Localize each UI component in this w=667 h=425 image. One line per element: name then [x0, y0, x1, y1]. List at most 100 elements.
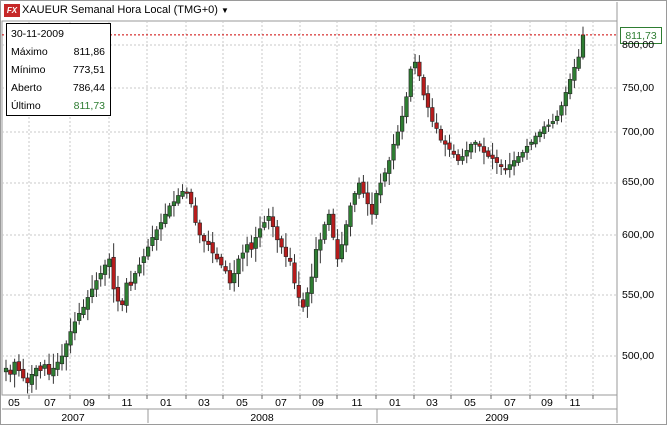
candle-body [421, 77, 426, 96]
last-price-label: 811,73 [620, 27, 662, 44]
x-month-label: 03 [198, 397, 210, 409]
x-month-label: 09 [83, 397, 95, 409]
candle-body [158, 222, 164, 230]
candle-body [400, 115, 405, 132]
candle-body [516, 156, 521, 163]
info-label: Máximo [11, 46, 48, 58]
candle-body [279, 238, 284, 248]
candle-body [42, 364, 47, 369]
candle-body [430, 107, 435, 122]
candle-body [34, 367, 39, 377]
x-month-label: 09 [312, 397, 324, 409]
x-year-label: 2009 [485, 412, 509, 424]
candle-body [520, 152, 525, 158]
candle-body [236, 258, 241, 275]
candle-body [150, 237, 155, 246]
triangle-down-icon[interactable]: ▼ [220, 5, 229, 15]
candle-body [210, 242, 215, 254]
candle-body [141, 256, 146, 263]
x-month-label: 07 [275, 397, 287, 409]
candle-body [335, 239, 340, 260]
x-month-label: 01 [160, 397, 172, 409]
x-month-label: 05 [236, 397, 248, 409]
candle-body [16, 361, 22, 371]
candle-body [382, 172, 388, 182]
candle-body [206, 240, 211, 245]
x-month-label: 07 [504, 397, 516, 409]
candle-body [580, 34, 586, 58]
candle-body [145, 246, 151, 257]
candle-body [219, 256, 224, 266]
candle-body [21, 368, 26, 379]
candle-body [46, 363, 52, 375]
candle-body [326, 213, 332, 225]
candle-body [64, 343, 69, 358]
candle-body [412, 61, 418, 69]
chart-title-bar[interactable]: FX XAUEUR Semanal Hora Local (TMG+0) ▼ [4, 3, 229, 17]
candle-body [296, 284, 301, 298]
candle-body [232, 273, 237, 284]
candle-body [348, 205, 353, 227]
candle-body [404, 96, 409, 118]
candle-body [189, 191, 194, 205]
info-label: Aberto [11, 82, 42, 94]
candle-body [494, 157, 499, 163]
candle-body [322, 224, 327, 240]
candle-body [240, 252, 245, 259]
candle-body [434, 122, 439, 129]
candle-body [197, 222, 202, 236]
candle-body [253, 237, 258, 249]
candle-body [378, 182, 383, 196]
candle-body [3, 367, 9, 373]
candle-body [90, 288, 95, 298]
candle-body [309, 276, 314, 294]
candle-body [171, 201, 177, 207]
candle-body [270, 216, 276, 227]
candle-body [331, 213, 336, 238]
info-date: 30-11-2009 [11, 28, 64, 40]
info-value: 811,86 [73, 46, 105, 58]
candle-body [257, 228, 263, 238]
candle-body [408, 68, 413, 97]
chart-title: XAUEUR Semanal Hora Local (TMG+0) [22, 4, 218, 16]
candle-body [8, 369, 13, 375]
candle-body [167, 205, 172, 217]
candle-body [507, 164, 512, 170]
candle-body [365, 192, 370, 205]
y-tick-label: 700,00 [622, 126, 655, 138]
candle-body [512, 160, 517, 167]
candle-body [468, 143, 474, 153]
candle-body [163, 213, 168, 224]
y-tick-label: 500,00 [622, 350, 655, 362]
candle-body [486, 150, 491, 157]
candle-body [249, 242, 254, 250]
candle-body [464, 150, 469, 157]
candle-body [473, 141, 478, 145]
candle-body [176, 195, 181, 204]
candle-body [369, 203, 375, 215]
candle-body [55, 361, 60, 370]
candle-body [546, 124, 551, 127]
candle-body [503, 168, 508, 171]
candle-body [214, 253, 220, 260]
candle-body [193, 205, 198, 223]
candle-body [102, 264, 108, 275]
candle-body [111, 256, 116, 290]
candle-body [59, 355, 65, 365]
candle-body [456, 154, 461, 161]
candle-body [481, 146, 487, 153]
candle-body [451, 150, 456, 155]
candle-body [529, 141, 534, 145]
candle-body [266, 215, 271, 221]
candle-body [262, 222, 267, 228]
ohlc-info-box: 30-11-2009 Máximo 811,86 Mínimo 773,51 A… [6, 23, 111, 116]
candle-body [313, 249, 319, 278]
candle-body [576, 56, 581, 69]
candle-body [361, 181, 366, 194]
candle-body [38, 365, 43, 371]
candle-body [305, 292, 310, 307]
info-label: Último [11, 100, 41, 112]
candle-body [572, 67, 577, 81]
candle-body [417, 61, 422, 77]
